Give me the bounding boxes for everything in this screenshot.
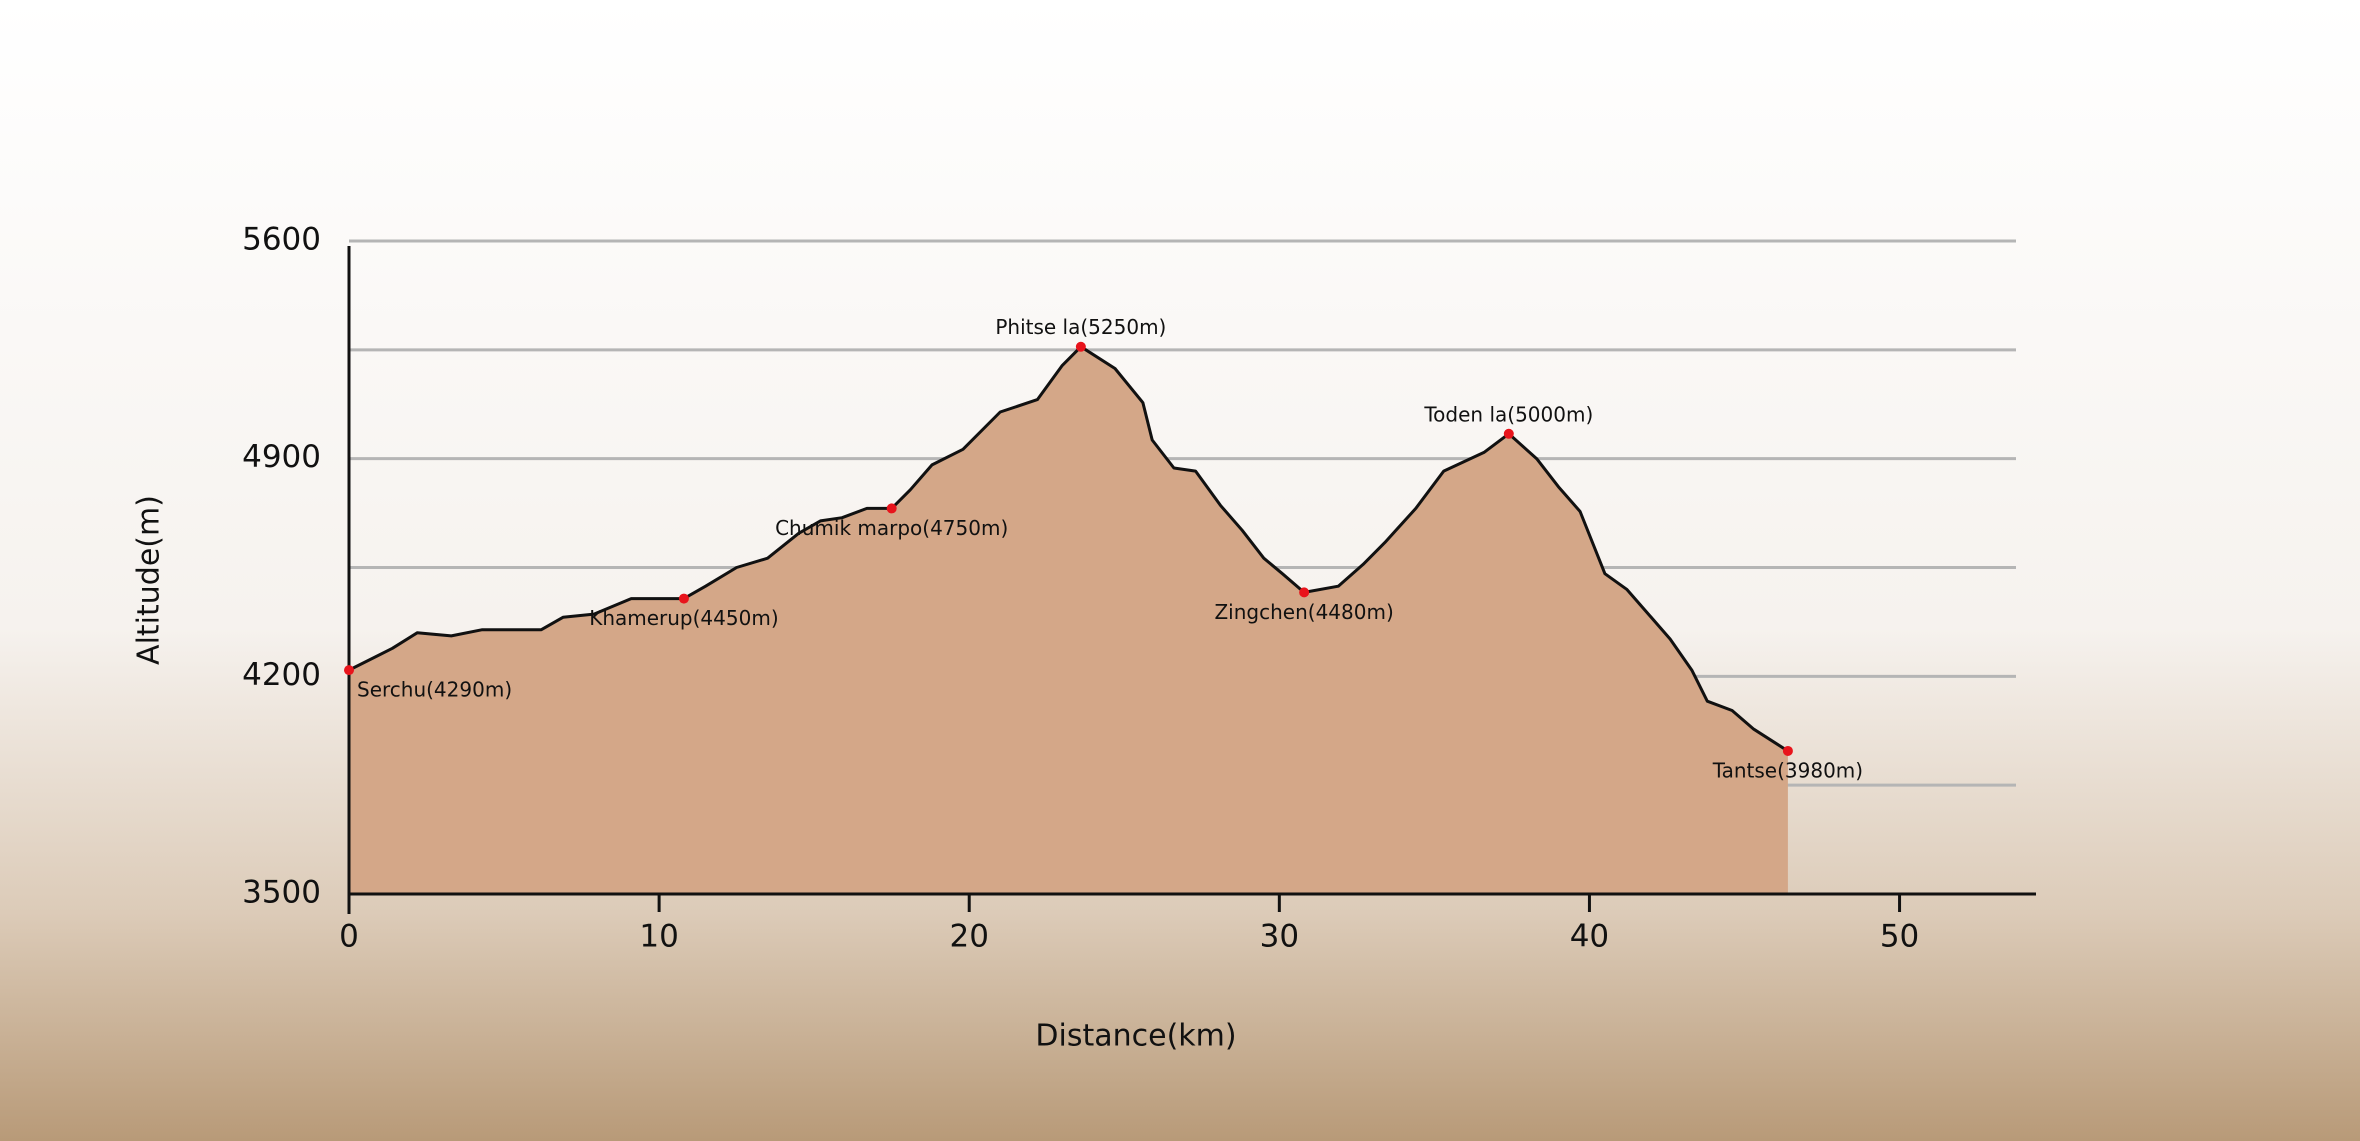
- x-tick-label: 50: [1880, 919, 1919, 955]
- waypoint-marker: [1075, 341, 1086, 352]
- x-tick-label: 40: [1570, 919, 1609, 955]
- x-tick-label: 30: [1260, 919, 1299, 955]
- x-tick-label: 0: [339, 919, 359, 955]
- waypoint-label: Khamerup(4450m): [589, 606, 778, 630]
- waypoint-marker: [344, 665, 354, 676]
- y-tick-label: 4900: [242, 439, 321, 475]
- waypoint-marker: [678, 593, 689, 604]
- waypoint-label: Serchu(4290m): [357, 678, 512, 702]
- y-tick-label: 5600: [242, 222, 321, 258]
- waypoint-marker: [1782, 745, 1793, 756]
- waypoint-label: Chumik marpo(4750m): [775, 516, 1008, 540]
- waypoint-label: Zingchen(4480m): [1214, 600, 1393, 624]
- y-tick-label: 4200: [242, 657, 321, 693]
- x-tick-label: 10: [639, 919, 678, 955]
- waypoint-label: Phitse la(5250m): [995, 315, 1166, 339]
- waypoint-marker: [1503, 428, 1514, 439]
- area: [349, 346, 1788, 894]
- waypoint-label: Toden la(5000m): [1423, 402, 1593, 426]
- y-axis-title: Altitude(m): [132, 495, 167, 665]
- y-tick-label: 3500: [242, 875, 321, 911]
- waypoint-label: Tantse(3980m): [1712, 758, 1863, 782]
- line: [348, 345, 1789, 753]
- x-axis-title: Distance(km): [1035, 1019, 1236, 1054]
- waypoint-marker: [1299, 587, 1310, 598]
- waypoint-marker: [886, 503, 897, 514]
- x-tick-label: 20: [949, 919, 988, 955]
